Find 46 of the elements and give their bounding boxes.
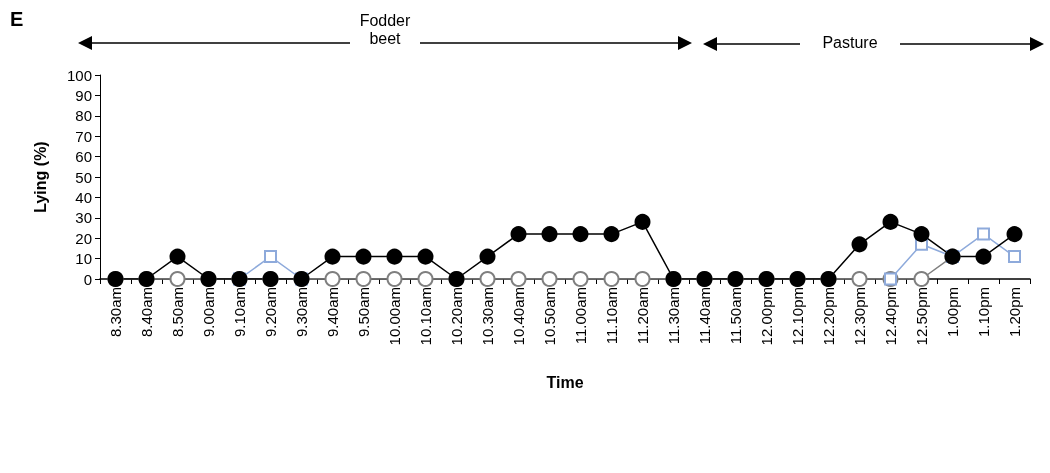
x-tick-label: 1.00pm bbox=[944, 287, 961, 338]
x-tick-label: 9.20am bbox=[262, 287, 279, 338]
x-tick-label: 8.40am bbox=[138, 287, 155, 338]
x-tick-label: 12.40pm bbox=[882, 287, 899, 346]
x-tick-label: 8.50am bbox=[169, 287, 186, 338]
x-tick-label: 10.10am bbox=[417, 287, 434, 346]
x-tick-label: 10.50am bbox=[541, 287, 558, 346]
x-tick-label: 10.30am bbox=[479, 287, 496, 346]
x-tick-label: 12.50pm bbox=[913, 287, 930, 346]
x-tick-label: 11.40am bbox=[696, 287, 713, 345]
y-tick-label: 70 bbox=[75, 127, 92, 145]
x-tick-label: 10.20am bbox=[448, 287, 465, 346]
x-tick-label: 11.30am bbox=[665, 287, 682, 345]
x-tick-label: 12.00pm bbox=[758, 287, 775, 346]
text: E bbox=[10, 8, 40, 31]
y-tick-label: 10 bbox=[75, 250, 92, 268]
x-tick-label: 1.10pm bbox=[975, 287, 992, 338]
y-tick-label: 50 bbox=[75, 168, 92, 186]
x-axis-title: Time bbox=[546, 373, 584, 391]
x-tick-label: 8.30am bbox=[107, 287, 124, 338]
y-tick-label: 90 bbox=[75, 86, 92, 104]
x-tick-label: 9.50am bbox=[355, 287, 372, 338]
y-tick-label: 80 bbox=[75, 107, 92, 125]
y-tick-label: 20 bbox=[75, 229, 92, 247]
x-tick-label: 11.10am bbox=[603, 287, 620, 345]
y-tick-label: 60 bbox=[75, 148, 92, 166]
text: Pasture bbox=[800, 34, 900, 52]
x-tick-label: 12.20pm bbox=[820, 287, 837, 346]
y-axis-title: Lying (%) bbox=[31, 141, 49, 213]
x-tick-label: 12.30pm bbox=[851, 287, 868, 346]
x-tick-label: 11.20am bbox=[634, 287, 651, 345]
x-tick-label: 9.00am bbox=[200, 287, 217, 338]
y-tick-label: 100 bbox=[66, 66, 92, 84]
text: Fodder beet bbox=[350, 12, 420, 48]
y-tick-label: 0 bbox=[83, 270, 92, 288]
y-tick-label: 40 bbox=[75, 188, 92, 206]
x-tick-label: 9.30am bbox=[293, 287, 310, 338]
x-tick-label: 11.00am bbox=[572, 287, 589, 345]
x-tick-label: 10.40am bbox=[510, 287, 527, 346]
x-tick-label: 11.50am bbox=[727, 287, 744, 345]
x-tick-label: 1.20pm bbox=[1006, 287, 1023, 338]
x-tick-label: 10.00am bbox=[386, 287, 403, 346]
x-tick-label: 12.10pm bbox=[789, 287, 806, 346]
x-tick-label: 9.40am bbox=[324, 287, 341, 338]
y-tick-label: 30 bbox=[75, 209, 92, 227]
x-tick-label: 9.10am bbox=[231, 287, 248, 338]
